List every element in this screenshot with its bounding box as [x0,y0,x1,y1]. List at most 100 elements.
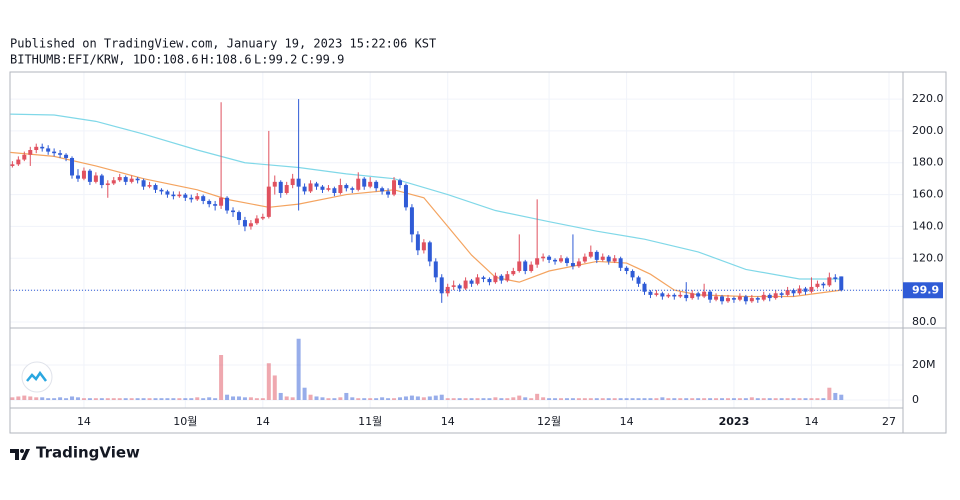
candle-body [582,256,587,262]
candle-body [487,278,492,283]
volume-bar [505,398,510,400]
candle-body [731,298,736,300]
candle-body [773,293,778,299]
candle-body [272,181,277,187]
volume-bar [129,398,134,400]
volume-bar [195,397,200,400]
volume-bar [767,398,772,400]
volume-bar [696,398,701,400]
candle-body [493,275,498,283]
candle-body [87,170,92,182]
volume-bar [409,395,414,400]
candle-body [451,285,456,287]
volume-bar [219,355,224,400]
candle-body [606,256,611,262]
high: H:108.6 [201,53,252,67]
candle-body [499,275,504,281]
volume-bar [111,398,116,400]
candle-body [22,154,27,160]
candle-body [403,185,408,208]
candle-body [505,274,510,281]
candle-body [570,263,575,267]
candle-body [10,164,15,166]
candle-body [159,189,164,192]
volume-bar [588,398,593,400]
candle-body [278,181,283,193]
plot [4,99,903,400]
volume-bar [445,398,450,400]
volume-bar [481,398,486,400]
volume-bar [809,398,814,400]
candle-body [183,194,188,198]
candle-body [392,180,397,195]
volume-bar [362,398,367,400]
volume-bar [421,397,426,400]
volume-bar [600,398,605,400]
candle-body [743,296,748,302]
candle-body [34,146,39,151]
volume-bar [630,398,635,400]
candle-body [58,153,63,155]
volume-bar [666,398,671,400]
volume-bar [833,392,838,400]
volume-bar [797,398,802,400]
x-tick-label: 11월 [358,415,382,428]
candle-body [702,291,707,297]
candle-body [541,256,546,259]
volume-bar [761,398,766,400]
candle-body [684,294,689,299]
candle-body [654,293,659,295]
y-tick-label: 200.0 [912,124,944,137]
volume-bar [99,398,104,400]
volume-bar [70,396,75,400]
moving-average [10,151,842,298]
x-tick-label: 14 [441,415,455,428]
volume-bar [320,397,325,400]
volume-bar [374,398,379,400]
candle-body [147,185,152,187]
published-line: Published on TradingView.com, January 19… [10,37,436,51]
volume-bar [254,398,259,400]
volume-bar [105,398,110,400]
candle-body [588,251,593,257]
candle-body [690,293,695,299]
candle-body [326,188,331,190]
candle-body [827,277,832,286]
candle-body [189,197,194,200]
volume-bar [87,398,92,400]
volume-bar [553,398,558,400]
volume-bar [672,398,677,400]
candle-body [708,291,713,300]
volume-bar [642,398,647,400]
candle-body [433,261,438,278]
volume-bar [427,396,432,400]
volume-bar [260,398,265,400]
candle-body [290,178,295,186]
volume-bar [499,398,504,400]
volume-bar [189,398,194,400]
volume-bar [791,398,796,400]
volume-bar [308,394,313,400]
y2-tick-label: 20M [912,358,936,371]
brand-logo [10,449,30,460]
volume-bar [302,387,307,400]
volume-bar [529,398,534,400]
volume-bar [356,398,361,400]
candle-body [529,264,534,272]
volume-bar [576,398,581,400]
volume-bar [511,397,516,400]
candle-body [815,283,820,287]
volume-logo [21,361,53,393]
volume-bar [4,398,8,400]
x-tick-label: 10월 [173,415,197,428]
y-tick-label: 180.0 [912,156,944,169]
candle-body [427,242,432,262]
volume-bar [266,363,271,400]
volume-bar [117,398,122,400]
volume-bar [415,396,420,400]
volume-bar [338,397,343,400]
candle-body [445,286,450,294]
low: L:99.2 [254,53,297,67]
candle-body [380,188,385,192]
